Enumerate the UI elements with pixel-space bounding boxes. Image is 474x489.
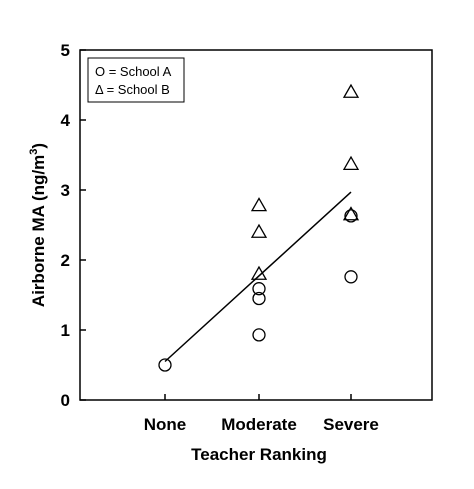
legend-item-school-a: O = School A bbox=[95, 64, 172, 79]
legend: O = School A Δ = School B bbox=[87, 57, 185, 103]
data-point-school-b bbox=[250, 223, 268, 238]
y-tick-label: 5 bbox=[61, 41, 70, 60]
data-point-school-a bbox=[252, 291, 266, 306]
y-axis-title-superscript: 3 bbox=[28, 149, 40, 155]
y-tick-label: 3 bbox=[61, 181, 70, 200]
plot-frame bbox=[79, 49, 433, 401]
data-point-school-a bbox=[344, 270, 358, 284]
data-point-school-a bbox=[252, 282, 266, 296]
y-tick-label: 2 bbox=[61, 251, 70, 270]
x-tick-label: Severe bbox=[323, 415, 379, 434]
data-point-school-a bbox=[252, 328, 266, 342]
y-tick-label: 4 bbox=[61, 111, 71, 130]
legend-box bbox=[87, 57, 185, 103]
legend-item-school-b: Δ = School B bbox=[95, 82, 170, 97]
data-point-school-a bbox=[344, 209, 358, 223]
data-point-school-a bbox=[158, 358, 172, 372]
y-tick-label: 1 bbox=[61, 321, 70, 340]
x-tick-label: None bbox=[144, 415, 187, 434]
data-point-school-b bbox=[342, 206, 360, 221]
data-point-school-b bbox=[250, 265, 268, 280]
y-axis-title-main: Airborne MA (ng/m bbox=[29, 155, 48, 307]
data-point-school-b bbox=[342, 83, 360, 98]
y-tick-label: 0 bbox=[61, 391, 70, 410]
y-axis-title: Airborne MA (ng/m3) bbox=[28, 143, 48, 307]
x-tick-label: Moderate bbox=[221, 415, 297, 434]
data-point-school-b bbox=[250, 197, 268, 212]
trend-line bbox=[164, 191, 352, 363]
data-point-school-b bbox=[342, 155, 360, 171]
x-axis-title: Teacher Ranking bbox=[191, 445, 327, 464]
y-axis-title-close: ) bbox=[29, 143, 48, 149]
